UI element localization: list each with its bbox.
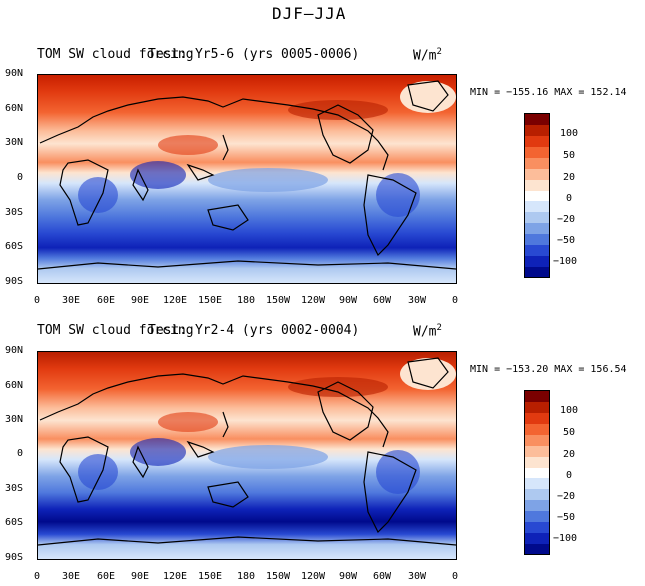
- lon-label: 180: [237, 295, 256, 306]
- colorbar-label: 20: [563, 172, 576, 183]
- lon-label: 90E: [131, 571, 150, 582]
- panel-2-left-title: TOM SW cloud forcing: [37, 323, 194, 338]
- panel-2-field: [38, 352, 456, 559]
- lon-label: 150W: [266, 571, 291, 582]
- colorbar-segment: [525, 114, 549, 125]
- lon-label: 90W: [339, 295, 358, 306]
- colorbar-segment: [525, 500, 549, 511]
- lon-label: 90E: [131, 295, 150, 306]
- colorbar-segment: [525, 212, 549, 223]
- panel-2-right-title: Test: Yr2-4 (yrs 0002-0004): [148, 323, 360, 338]
- lon-label: 0: [34, 295, 41, 306]
- lon-label: 60E: [97, 571, 116, 582]
- lon-label: 30W: [408, 571, 427, 582]
- colorbar-segment: [525, 234, 549, 245]
- figure-title: DJF–JJA: [272, 4, 347, 23]
- lon-label: 30E: [62, 571, 81, 582]
- colorbar-label: −100: [553, 256, 578, 267]
- lon-label: 30E: [62, 295, 81, 306]
- colorbar-segment: [525, 391, 549, 402]
- lat-label: 90S: [5, 552, 24, 563]
- lon-label: 0: [452, 295, 459, 306]
- lon-label: 150E: [198, 571, 223, 582]
- lat-label: 90S: [5, 276, 24, 287]
- lon-label: 60E: [97, 295, 116, 306]
- lon-label: 0: [452, 571, 459, 582]
- colorbar-segment: [525, 267, 549, 277]
- lat-label: 30N: [5, 414, 24, 425]
- panel-1-min-max: MIN = −155.16 MAX = 152.14: [470, 87, 627, 98]
- lat-label: 0: [17, 448, 24, 459]
- colorbar-label: 50: [563, 150, 576, 161]
- colorbar-segment: [525, 125, 549, 136]
- lat-label: 30S: [5, 483, 24, 494]
- colorbar-label: −50: [557, 512, 576, 523]
- lon-label: 30W: [408, 295, 427, 306]
- lon-label: 0: [34, 571, 41, 582]
- colorbar-label: 0: [566, 193, 573, 204]
- lat-label: 90N: [5, 345, 24, 356]
- panel-2-min-max: MIN = −153.20 MAX = 156.54: [470, 364, 627, 375]
- panel-1-left-title: TOM SW cloud forcing: [37, 47, 194, 62]
- panel-1-map: [37, 74, 457, 284]
- lon-label: 120E: [163, 571, 188, 582]
- colorbar-label: 100: [560, 128, 579, 139]
- colorbar-label: 0: [566, 470, 573, 481]
- colorbar-segment: [525, 169, 549, 180]
- lon-label: 60W: [373, 295, 392, 306]
- lat-label: 60N: [5, 103, 24, 114]
- colorbar: [524, 113, 550, 278]
- panel-1-units: W/m2: [413, 47, 442, 64]
- colorbar-segment: [525, 256, 549, 267]
- colorbar-segment: [525, 446, 549, 457]
- colorbar-segment: [525, 191, 549, 201]
- colorbar-label: −20: [557, 214, 576, 225]
- lon-label: 90W: [339, 571, 358, 582]
- lon-label: 180: [237, 571, 256, 582]
- lat-label: 30S: [5, 207, 24, 218]
- lat-label: 0: [17, 172, 24, 183]
- colorbar-label: −20: [557, 491, 576, 502]
- colorbar-segment: [525, 457, 549, 468]
- colorbar-segment: [525, 413, 549, 424]
- colorbar-segment: [525, 489, 549, 500]
- colorbar-segment: [525, 468, 549, 478]
- panel-1-right-title: Test: Yr5-6 (yrs 0005-0006): [148, 47, 360, 62]
- colorbar-label: 50: [563, 427, 576, 438]
- colorbar: [524, 390, 550, 555]
- colorbar-label: −50: [557, 235, 576, 246]
- lat-label: 60S: [5, 517, 24, 528]
- colorbar-label: 20: [563, 449, 576, 460]
- colorbar-segment: [525, 511, 549, 522]
- lat-label: 60S: [5, 241, 24, 252]
- colorbar-segment: [525, 402, 549, 413]
- lon-label: 120E: [163, 295, 188, 306]
- lat-label: 30N: [5, 137, 24, 148]
- lon-label: 150W: [266, 295, 291, 306]
- lon-label: 120W: [301, 295, 326, 306]
- colorbar-segment: [525, 435, 549, 446]
- colorbar-label: −100: [553, 533, 578, 544]
- colorbar-segment: [525, 424, 549, 435]
- colorbar-segment: [525, 478, 549, 489]
- colorbar-segment: [525, 147, 549, 158]
- colorbar-segment: [525, 522, 549, 533]
- lon-label: 150E: [198, 295, 223, 306]
- colorbar-segment: [525, 201, 549, 212]
- panel-2-map: [37, 351, 457, 560]
- colorbar-segment: [525, 223, 549, 234]
- lat-label: 90N: [5, 68, 24, 79]
- colorbar-segment: [525, 544, 549, 554]
- colorbar-segment: [525, 533, 549, 544]
- lon-label: 60W: [373, 571, 392, 582]
- colorbar-segment: [525, 158, 549, 169]
- colorbar-segment: [525, 180, 549, 191]
- panel-2-units: W/m2: [413, 323, 442, 340]
- lat-label: 60N: [5, 380, 24, 391]
- lon-label: 120W: [301, 571, 326, 582]
- colorbar-segment: [525, 136, 549, 147]
- colorbar-label: 100: [560, 405, 579, 416]
- panel-1-field: [38, 75, 456, 283]
- colorbar-segment: [525, 245, 549, 256]
